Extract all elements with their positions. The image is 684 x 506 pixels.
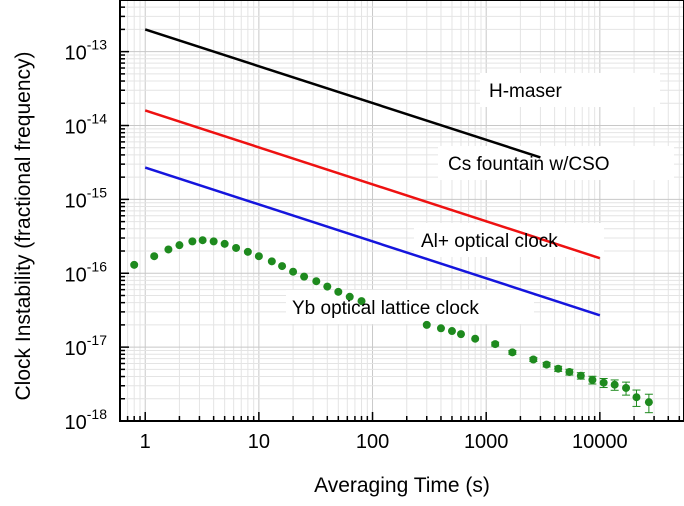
data-point bbox=[622, 383, 631, 392]
data-point bbox=[422, 320, 431, 329]
data-point bbox=[150, 252, 159, 261]
data-point bbox=[471, 334, 480, 343]
data-point bbox=[632, 393, 641, 402]
x-tick-label: 1 bbox=[140, 431, 151, 453]
data-point bbox=[529, 355, 538, 364]
y-tick-label: 10-13 bbox=[65, 37, 108, 65]
data-point bbox=[278, 262, 287, 271]
data-point bbox=[175, 241, 184, 250]
data-point bbox=[188, 237, 197, 246]
data-point bbox=[357, 297, 366, 306]
data-point bbox=[312, 277, 321, 286]
series-line-2 bbox=[144, 166, 601, 317]
data-point bbox=[576, 371, 585, 380]
x-axis-title: Averaging Time (s) bbox=[314, 474, 490, 497]
data-point bbox=[300, 272, 309, 281]
y-tick-label: 10-15 bbox=[65, 184, 108, 212]
data-point bbox=[323, 282, 332, 291]
y-tick-label: 10-16 bbox=[65, 258, 108, 286]
data-point bbox=[209, 237, 218, 246]
y-axis-title: Clock Instability (fractional frequency) bbox=[12, 52, 35, 401]
data-point bbox=[508, 348, 517, 357]
ticks bbox=[119, 0, 681, 422]
data-point bbox=[243, 247, 252, 256]
series-label-yb-clock: Yb optical lattice clock bbox=[292, 298, 479, 319]
data-point bbox=[164, 245, 173, 254]
series-label-h-maser: H-maser bbox=[489, 81, 563, 102]
data-point bbox=[456, 330, 465, 339]
data-point bbox=[267, 257, 276, 266]
data-point bbox=[254, 252, 263, 261]
label-backgrounds bbox=[286, 73, 674, 324]
series-label-cs-fountain: Cs fountain w/CSO bbox=[448, 154, 610, 175]
y-tick-label: 10-17 bbox=[65, 332, 108, 360]
x-tick-label: 100 bbox=[356, 431, 389, 453]
data-point bbox=[220, 239, 229, 248]
data-point bbox=[599, 378, 608, 387]
data-point bbox=[644, 398, 653, 407]
y-tick-label: 10-14 bbox=[65, 111, 108, 139]
x-tick-label: 1000 bbox=[464, 431, 509, 453]
data-point bbox=[130, 260, 139, 269]
y-tick-label: 10-18 bbox=[65, 406, 108, 434]
data-point bbox=[610, 380, 619, 389]
data-point bbox=[334, 287, 343, 296]
series-points-3 bbox=[130, 236, 653, 414]
cs-fountain-label-bg bbox=[438, 146, 674, 180]
data-point bbox=[588, 375, 597, 384]
data-point bbox=[436, 324, 445, 333]
data-point bbox=[232, 243, 241, 252]
series-line-1 bbox=[144, 109, 601, 260]
data-point bbox=[289, 267, 298, 276]
data-point bbox=[565, 368, 574, 377]
series-line-0 bbox=[144, 28, 541, 159]
data-point bbox=[491, 340, 500, 349]
data-point bbox=[554, 364, 563, 373]
h-maser-label-bg bbox=[480, 73, 660, 107]
data-point bbox=[447, 327, 456, 336]
x-tick-label: 10 bbox=[248, 431, 270, 453]
x-tick-label: 10000 bbox=[572, 431, 628, 453]
tick-labels: 1 10 100 1000 10000 10-18 10-17 10-16 10-15 10-14… bbox=[65, 37, 628, 453]
data-point bbox=[345, 292, 354, 301]
data-point bbox=[198, 236, 207, 245]
data-point bbox=[542, 360, 551, 369]
series-label-al-clock: Al+ optical clock bbox=[421, 231, 558, 252]
yb-clock-label-bg bbox=[286, 290, 534, 324]
grid bbox=[119, 0, 684, 422]
series bbox=[130, 28, 653, 414]
